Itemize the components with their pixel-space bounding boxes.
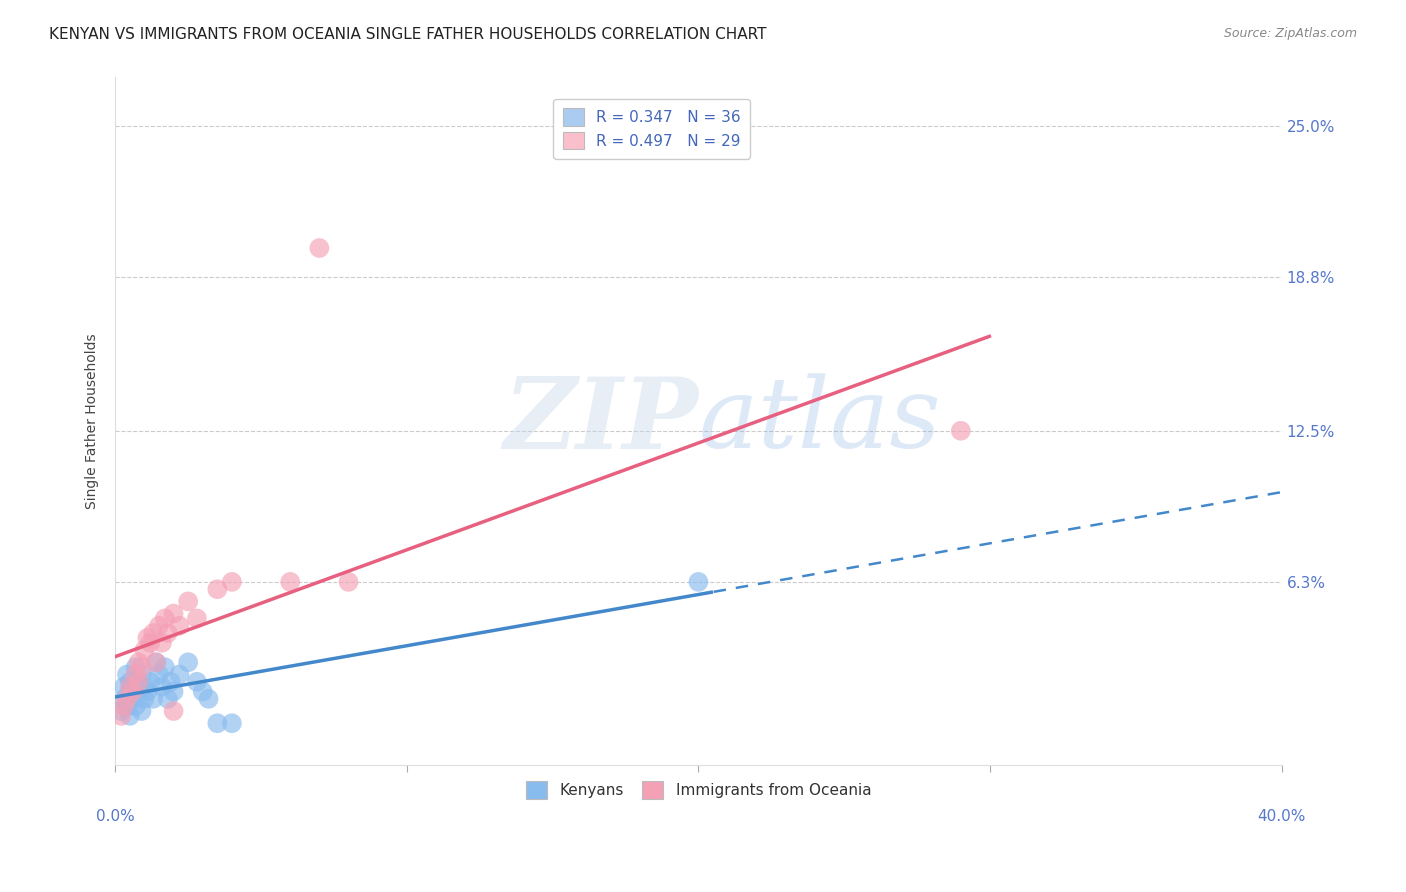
Point — [125, 667, 148, 681]
Point — [131, 660, 153, 674]
Point — [221, 716, 243, 731]
Point — [186, 611, 208, 625]
Point — [112, 691, 135, 706]
Point — [134, 643, 156, 657]
Point — [186, 674, 208, 689]
Point — [197, 691, 219, 706]
Point — [337, 574, 360, 589]
Point — [118, 684, 141, 698]
Point — [156, 626, 179, 640]
Point — [153, 660, 176, 674]
Point — [139, 674, 162, 689]
Point — [308, 241, 330, 255]
Point — [145, 655, 167, 669]
Point — [162, 684, 184, 698]
Point — [159, 674, 181, 689]
Point — [128, 674, 150, 689]
Point — [136, 631, 159, 645]
Point — [121, 684, 143, 698]
Y-axis label: Single Father Households: Single Father Households — [86, 334, 100, 508]
Point — [162, 704, 184, 718]
Point — [156, 691, 179, 706]
Point — [115, 691, 138, 706]
Point — [142, 691, 165, 706]
Point — [221, 574, 243, 589]
Point — [148, 618, 170, 632]
Point — [134, 691, 156, 706]
Point — [134, 680, 156, 694]
Point — [121, 691, 143, 706]
Text: 0.0%: 0.0% — [96, 808, 135, 823]
Point — [688, 574, 710, 589]
Point — [118, 674, 141, 689]
Point — [115, 699, 138, 714]
Point — [131, 704, 153, 718]
Point — [949, 424, 972, 438]
Point — [136, 684, 159, 698]
Point — [125, 660, 148, 674]
Point — [110, 704, 132, 718]
Point — [148, 667, 170, 681]
Point — [191, 684, 214, 698]
Point — [142, 626, 165, 640]
Point — [115, 667, 138, 681]
Legend: Kenyans, Immigrants from Oceania: Kenyans, Immigrants from Oceania — [519, 775, 877, 805]
Point — [278, 574, 301, 589]
Point — [128, 655, 150, 669]
Point — [125, 699, 148, 714]
Point — [131, 667, 153, 681]
Point — [112, 699, 135, 714]
Text: Source: ZipAtlas.com: Source: ZipAtlas.com — [1223, 27, 1357, 40]
Point — [169, 618, 191, 632]
Point — [110, 709, 132, 723]
Point — [118, 680, 141, 694]
Text: atlas: atlas — [699, 374, 941, 468]
Point — [128, 684, 150, 698]
Point — [153, 611, 176, 625]
Text: ZIP: ZIP — [503, 373, 699, 469]
Point — [128, 674, 150, 689]
Point — [139, 636, 162, 650]
Point — [145, 655, 167, 669]
Point — [177, 594, 200, 608]
Point — [121, 680, 143, 694]
Point — [207, 582, 229, 597]
Text: 40.0%: 40.0% — [1257, 808, 1306, 823]
Point — [118, 709, 141, 723]
Text: KENYAN VS IMMIGRANTS FROM OCEANIA SINGLE FATHER HOUSEHOLDS CORRELATION CHART: KENYAN VS IMMIGRANTS FROM OCEANIA SINGLE… — [49, 27, 766, 42]
Point — [112, 680, 135, 694]
Point — [162, 607, 184, 621]
Point — [150, 680, 173, 694]
Point — [207, 716, 229, 731]
Point — [177, 655, 200, 669]
Point — [150, 636, 173, 650]
Point — [169, 667, 191, 681]
